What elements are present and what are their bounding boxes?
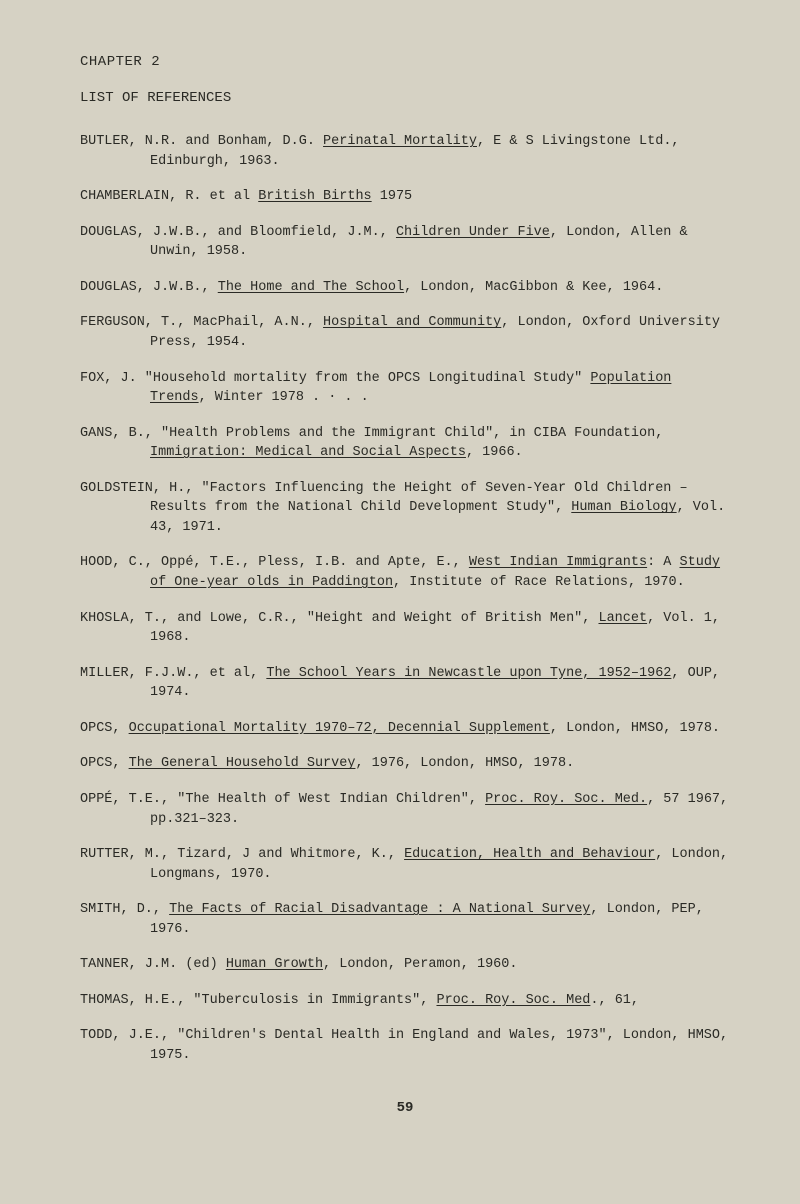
ref-text: HOOD, C., Oppé, T.E., Pless, I.B. and Ap… [80, 555, 469, 570]
ref-title: Proc. Roy. Soc. Med. [485, 792, 647, 807]
ref-goldstein: GOLDSTEIN, H., "Factors Influencing the … [80, 479, 730, 538]
ref-text: , Winter 1978 . · . . [199, 390, 369, 405]
ref-text: TANNER, J.M. (ed) [80, 957, 226, 972]
ref-title: Lancet [598, 611, 647, 626]
ref-oppe: OPPÉ, T.E., "The Health of West Indian C… [80, 790, 730, 829]
ref-thomas: THOMAS, H.E., "Tuberculosis in Immigrant… [80, 991, 730, 1011]
ref-text: DOUGLAS, J.W.B., [80, 280, 218, 295]
ref-text: SMITH, D., [80, 902, 169, 917]
ref-text: OPCS, [80, 756, 129, 771]
ref-miller: MILLER, F.J.W., et al, The School Years … [80, 664, 730, 703]
ref-text: , London, Peramon, 1960. [323, 957, 517, 972]
ref-text: , Institute of Race Relations, 1970. [393, 575, 685, 590]
ref-text: DOUGLAS, J.W.B., and Bloomfield, J.M., [80, 225, 396, 240]
ref-text: , London, HMSO, 1978. [550, 721, 720, 736]
ref-text: OPPÉ, T.E., "The Health of West Indian C… [80, 792, 485, 807]
ref-text: , London, MacGibbon & Kee, 1964. [404, 280, 663, 295]
ref-title: Perinatal Mortality [323, 134, 477, 149]
ref-title: Children Under Five [396, 225, 550, 240]
ref-text: , 1976, London, HMSO, 1978. [355, 756, 574, 771]
ref-title: The School Years in Newcastle upon Tyne,… [266, 666, 671, 681]
ref-text: FERGUSON, T., MacPhail, A.N., [80, 315, 323, 330]
ref-title: Occupational Mortality 1970–72, Decennia… [129, 721, 550, 736]
ref-text: MILLER, F.J.W., et al, [80, 666, 266, 681]
ref-text: OPCS, [80, 721, 129, 736]
ref-text: GANS, B., "Health Problems and the Immig… [80, 426, 663, 441]
ref-hood: HOOD, C., Oppé, T.E., Pless, I.B. and Ap… [80, 553, 730, 592]
ref-title: Education, Health and Behaviour [404, 847, 655, 862]
ref-text: THOMAS, H.E., "Tuberculosis in Immigrant… [80, 993, 436, 1008]
ref-text: RUTTER, M., Tizard, J and Whitmore, K., [80, 847, 404, 862]
ref-title: Hospital and Community [323, 315, 501, 330]
ref-text: : A [647, 555, 679, 570]
ref-douglas-1: DOUGLAS, J.W.B., and Bloomfield, J.M., C… [80, 223, 730, 262]
page: CHAPTER 2 LIST OF REFERENCES BUTLER, N.R… [0, 0, 800, 1204]
ref-todd: TODD, J.E., "Children's Dental Health in… [80, 1026, 730, 1065]
ref-title: Human Biology [571, 500, 676, 515]
ref-text: TODD, J.E., "Children's Dental Health in… [80, 1028, 728, 1063]
chapter-heading: CHAPTER 2 [80, 54, 730, 70]
ref-title: British Births [258, 189, 371, 204]
ref-smith: SMITH, D., The Facts of Racial Disadvant… [80, 900, 730, 939]
ref-title: The General Household Survey [129, 756, 356, 771]
ref-text: CHAMBERLAIN, R. et al [80, 189, 258, 204]
ref-rutter: RUTTER, M., Tizard, J and Whitmore, K., … [80, 845, 730, 884]
ref-ferguson: FERGUSON, T., MacPhail, A.N., Hospital a… [80, 313, 730, 352]
ref-text: KHOSLA, T., and Lowe, C.R., "Height and … [80, 611, 598, 626]
ref-fox: FOX, J. "Household mortality from the OP… [80, 369, 730, 408]
ref-text: ., 61, [590, 993, 639, 1008]
ref-title: The Home and The School [218, 280, 404, 295]
ref-text: FOX, J. "Household mortality from the OP… [80, 371, 590, 386]
ref-title: Proc. Roy. Soc. Med [436, 993, 590, 1008]
ref-text: 1975 [372, 189, 413, 204]
ref-tanner: TANNER, J.M. (ed) Human Growth, London, … [80, 955, 730, 975]
ref-khosla: KHOSLA, T., and Lowe, C.R., "Height and … [80, 609, 730, 648]
ref-title: West Indian Immigrants [469, 555, 647, 570]
list-heading: LIST OF REFERENCES [80, 90, 730, 106]
ref-opcs-2: OPCS, The General Household Survey, 1976… [80, 754, 730, 774]
ref-text: , 1966. [466, 445, 523, 460]
ref-title: Human Growth [226, 957, 323, 972]
ref-butler: BUTLER, N.R. and Bonham, D.G. Perinatal … [80, 132, 730, 171]
ref-title: The Facts of Racial Disadvantage : A Nat… [169, 902, 590, 917]
ref-opcs-1: OPCS, Occupational Mortality 1970–72, De… [80, 719, 730, 739]
ref-chamberlain: CHAMBERLAIN, R. et al British Births 197… [80, 187, 730, 207]
ref-douglas-2: DOUGLAS, J.W.B., The Home and The School… [80, 278, 730, 298]
ref-title: Immigration: Medical and Social Aspects [150, 445, 466, 460]
ref-text: BUTLER, N.R. and Bonham, D.G. [80, 134, 323, 149]
ref-gans: GANS, B., "Health Problems and the Immig… [80, 424, 730, 463]
page-number: 59 [80, 1100, 730, 1116]
